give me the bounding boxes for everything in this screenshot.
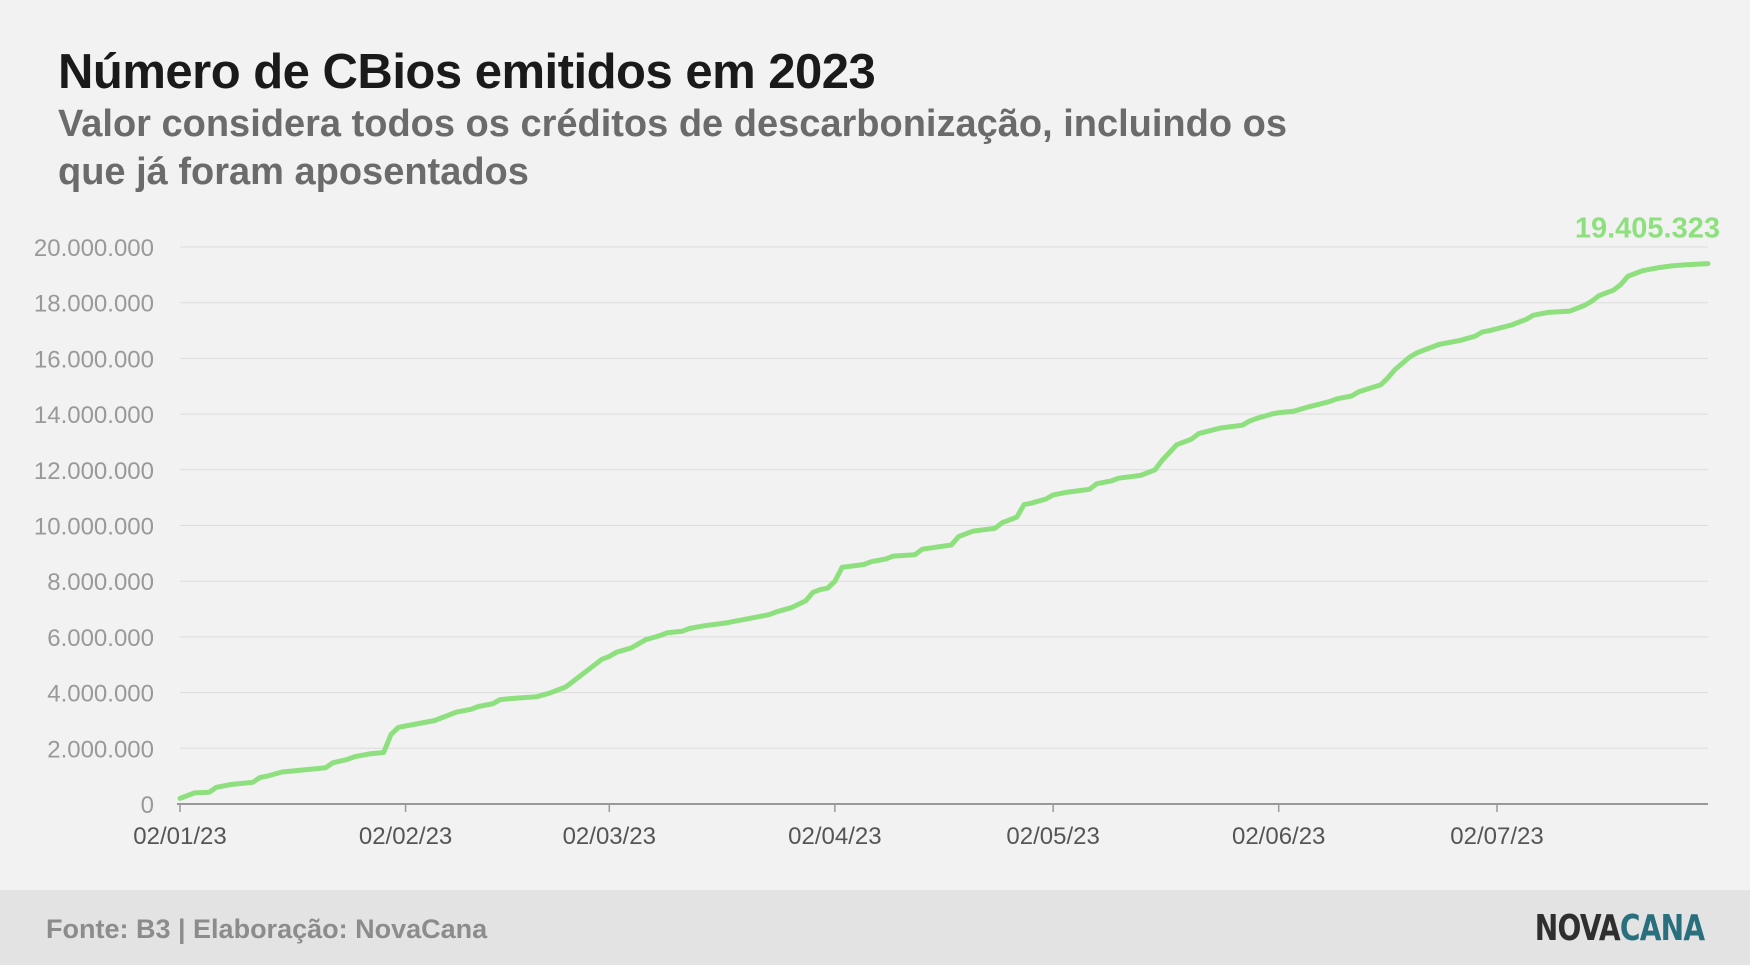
series-line xyxy=(177,261,1711,801)
end-value-label: 19.405.323 xyxy=(1575,213,1720,245)
chart-title: Número de CBios emitidos em 2023 xyxy=(58,45,876,99)
x-tick-label: 02/05/23 xyxy=(1006,823,1099,850)
y-tick-label: 12.000.000 xyxy=(34,458,154,485)
y-tick-label: 18.000.000 xyxy=(34,291,154,318)
logo-part-2: CANA xyxy=(1619,908,1705,949)
x-tick-label: 02/06/23 xyxy=(1232,823,1325,850)
line-chart: 0 2.000.000 4.000.000 6.000.000 8.000.000 10.… xyxy=(34,213,1720,850)
footer: Fonte: B3 | Elaboração: NovaCana NOVACAN… xyxy=(0,890,1750,965)
y-tick-label: 10.000.000 xyxy=(34,514,154,541)
x-tick-label: 02/01/23 xyxy=(133,823,226,850)
chart-subtitle: Valor considera todos os créditos de des… xyxy=(58,103,1287,193)
x-tick-label: 02/03/23 xyxy=(563,823,656,850)
logo-part-1: NOVA xyxy=(1534,908,1620,949)
y-tick-label: 16.000.000 xyxy=(34,346,154,373)
y-tick-label: 4.000.000 xyxy=(47,681,154,708)
y-tick-label: 0 xyxy=(141,792,154,819)
y-tick-label: 14.000.000 xyxy=(34,402,154,429)
y-axis-tick-labels: 0 2.000.000 4.000.000 6.000.000 8.000.000 10.… xyxy=(34,235,154,819)
source-credit: Fonte: B3 | Elaboração: NovaCana xyxy=(46,914,488,944)
y-tick-label: 2.000.000 xyxy=(47,736,154,763)
y-tick-label: 20.000.000 xyxy=(34,235,154,262)
grid-lines xyxy=(180,246,1708,749)
y-tick-label: 8.000.000 xyxy=(47,569,154,596)
x-tick-label: 02/07/23 xyxy=(1450,823,1543,850)
novacana-logo: NOVACANA xyxy=(1534,908,1704,949)
x-axis-tick-labels: 02/01/23 02/02/23 02/03/23 02/04/23 02/05/23… xyxy=(133,804,1544,850)
x-tick-label: 02/02/23 xyxy=(359,823,452,850)
y-tick-label: 6.000.000 xyxy=(47,625,154,652)
x-tick-label: 02/04/23 xyxy=(788,823,881,850)
